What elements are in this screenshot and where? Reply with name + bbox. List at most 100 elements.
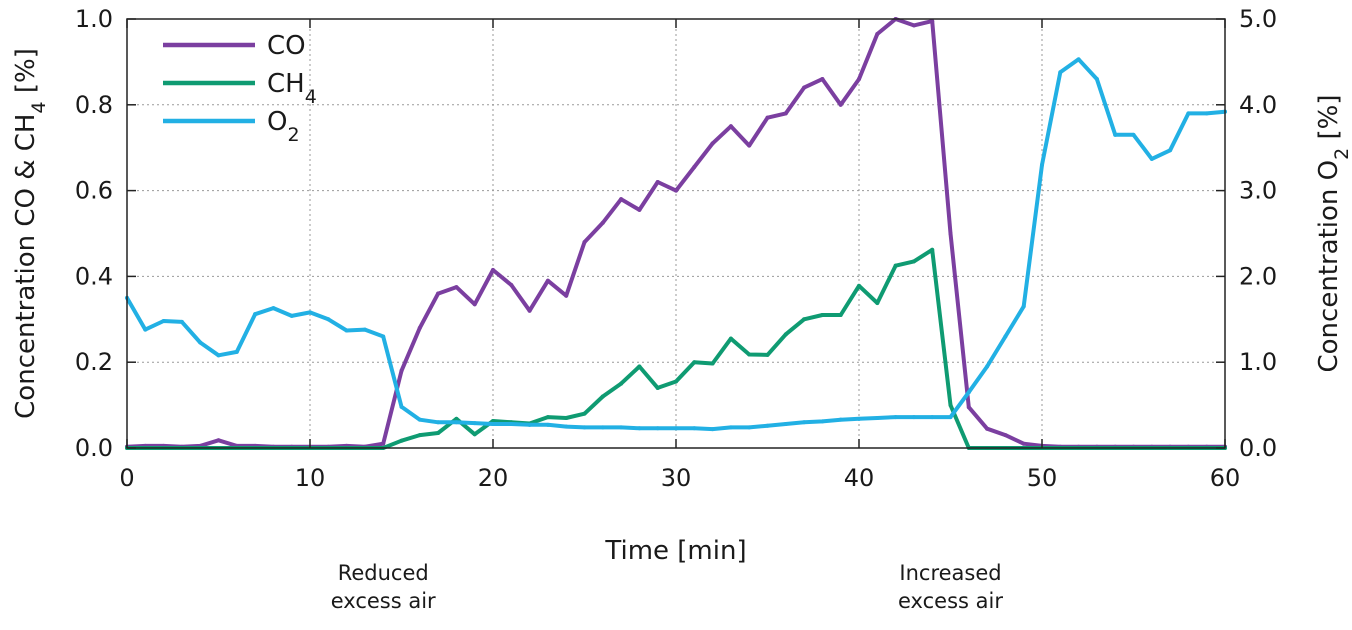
series-o2	[125, 57, 1227, 432]
data-point-o2	[362, 327, 367, 332]
y-right-tick-label: 5.0	[1239, 5, 1277, 33]
annotation-line: excess air	[898, 589, 1003, 613]
data-point-co	[728, 124, 733, 129]
data-point-co	[710, 141, 715, 146]
data-point-co	[966, 405, 971, 410]
data-point-co	[1003, 433, 1008, 438]
data-point-o2	[728, 425, 733, 430]
legend-label-sub: 4	[305, 86, 317, 108]
y-axis-left-title: Concentration CO & CH4 [%]	[11, 48, 50, 419]
data-point-o2	[381, 334, 386, 339]
ticks: 0 10 20 30 40 50 600.00.20.40.60.81.00.01.02.0…	[75, 5, 1277, 492]
data-point-ch4	[637, 364, 642, 369]
data-point-o2	[655, 426, 660, 431]
data-point-o2	[710, 427, 715, 432]
data-point-o2	[234, 349, 239, 354]
data-point-co	[692, 165, 697, 170]
data-point-co	[527, 308, 532, 313]
data-point-ch4	[472, 432, 477, 437]
data-point-o2	[582, 425, 587, 430]
y-left-tick-label: 0.6	[75, 177, 113, 205]
data-point-o2	[1003, 334, 1008, 339]
x-tick-label: 0	[119, 464, 134, 492]
y-left-title-sub: 4	[28, 101, 50, 113]
y-right-tick-label: 0.0	[1239, 434, 1277, 462]
data-point-co	[509, 282, 514, 287]
legend-label-base: CO	[267, 31, 306, 61]
x-tick-label: 50	[1027, 464, 1058, 492]
data-point-o2	[198, 340, 203, 345]
data-point-o2	[1113, 132, 1118, 137]
data-point-co	[564, 293, 569, 298]
data-point-o2	[326, 317, 331, 322]
data-point-ch4	[674, 379, 678, 384]
y-axis-right-title: Concentration O2 [%]	[1314, 94, 1352, 372]
data-point-ch4	[857, 283, 861, 288]
data-point-co	[948, 231, 953, 236]
data-point-co	[655, 180, 660, 185]
data-point-co	[216, 438, 221, 443]
data-point-o2	[399, 404, 404, 409]
data-point-co	[1021, 441, 1026, 446]
data-point-o2	[838, 417, 843, 422]
data-point-o2	[454, 420, 459, 425]
data-point-o2	[216, 353, 221, 358]
annotation-line: excess air	[331, 589, 436, 613]
y-left-tick-label: 1.0	[75, 5, 113, 33]
y-right-title-sub: 2	[1331, 148, 1352, 160]
data-point-co	[985, 426, 990, 431]
y-left-tick-label: 0.4	[75, 262, 113, 290]
data-point-ch4	[436, 430, 441, 435]
x-axis-title: Time [min]	[604, 536, 746, 566]
data-point-co	[545, 278, 550, 283]
y-right-tick-label: 4.0	[1239, 91, 1277, 119]
data-point-o2	[491, 421, 495, 426]
data-point-ch4	[747, 352, 752, 357]
data-point-o2	[692, 426, 697, 431]
data-point-o2	[966, 390, 971, 395]
data-point-co	[857, 77, 861, 82]
data-point-ch4	[655, 385, 660, 390]
data-point-co	[802, 85, 807, 90]
data-point-o2	[1131, 132, 1136, 137]
data-point-o2	[765, 423, 770, 428]
y-right-tick-label: 2.0	[1239, 262, 1277, 290]
data-point-o2	[1021, 304, 1026, 309]
data-point-o2	[527, 422, 532, 427]
data-point-o2	[783, 421, 788, 426]
data-point-o2	[930, 415, 935, 420]
legend-label-ch4: CH4	[267, 69, 317, 108]
data-point-o2	[1204, 111, 1209, 116]
data-point-o2	[802, 420, 807, 425]
data-point-o2	[1149, 156, 1154, 161]
data-point-co	[911, 23, 916, 28]
x-tick-label: 20	[478, 464, 509, 492]
x-tick-label: 40	[844, 464, 875, 492]
legend-label-base: O	[267, 107, 287, 137]
data-point-ch4	[875, 300, 880, 305]
data-point-o2	[875, 415, 880, 420]
data-point-o2	[143, 327, 148, 332]
annotations: Reduced excess air Increased excess air	[331, 561, 1004, 613]
data-point-o2	[747, 425, 752, 430]
y-left-tick-label: 0.0	[75, 434, 113, 462]
data-point-o2	[308, 310, 312, 315]
data-point-ch4	[582, 411, 587, 416]
y-left-tick-label: 0.2	[75, 348, 113, 376]
data-point-o2	[564, 424, 569, 429]
data-point-ch4	[545, 415, 550, 420]
y-right-title-base: Concentration O	[1314, 160, 1344, 373]
data-point-o2	[1186, 111, 1191, 116]
y-left-title-tail: [%]	[11, 48, 41, 101]
data-point-ch4	[783, 332, 788, 337]
x-tick-label: 10	[295, 464, 326, 492]
data-point-o2	[179, 319, 184, 324]
data-point-o2	[1094, 77, 1099, 82]
data-point-o2	[1168, 148, 1173, 153]
data-point-o2	[637, 426, 642, 431]
data-point-ch4	[802, 317, 807, 322]
data-point-ch4	[692, 360, 697, 365]
data-point-o2	[436, 420, 441, 425]
